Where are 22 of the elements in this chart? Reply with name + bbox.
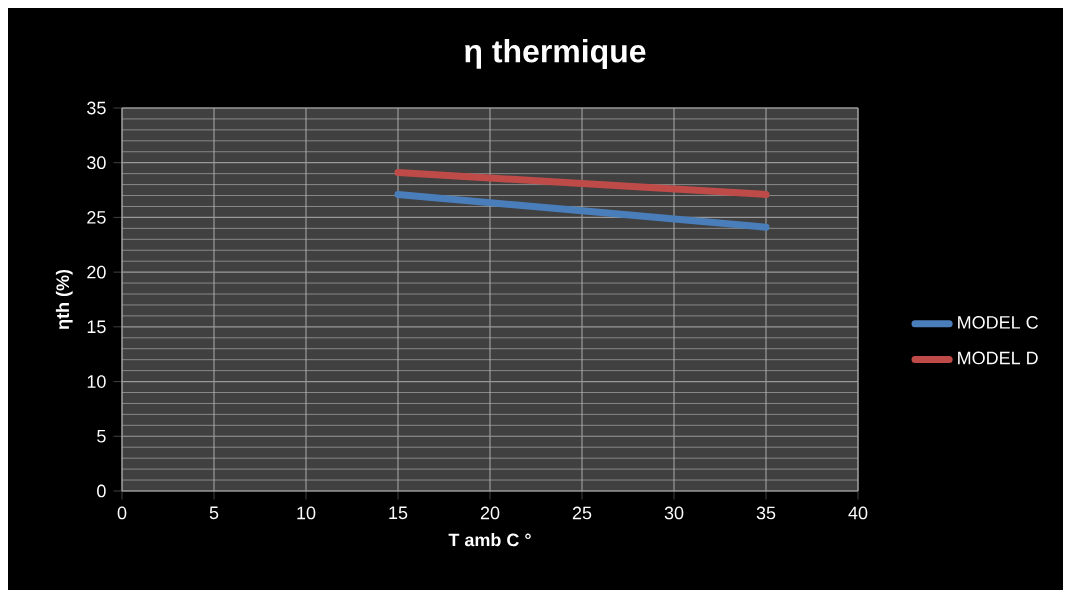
chart-title: η thermique	[465, 39, 646, 69]
x-tick-label: 5	[209, 506, 219, 520]
legend-label: MODEL C	[958, 316, 1038, 329]
x-tick-label: 20	[480, 506, 500, 520]
x-tick-label: 25	[572, 506, 592, 520]
y-tick-label: 20	[87, 265, 106, 279]
y-axis-title: ηth (%)	[55, 269, 73, 330]
x-tick-label: 10	[297, 506, 316, 520]
legend-label: MODEL D	[958, 351, 1038, 365]
x-tick-label: 0	[117, 506, 127, 520]
x-tick-label: 30	[664, 506, 684, 520]
y-tick-label: 35	[87, 101, 106, 115]
y-tick-label: 25	[87, 211, 106, 224]
x-tick-label: 40	[848, 506, 868, 520]
y-tick-label: 10	[87, 375, 106, 388]
y-tick-label: 30	[87, 156, 106, 170]
y-tick-label: 5	[97, 429, 106, 443]
x-tick-label: 35	[756, 506, 776, 520]
y-tick-label: 15	[87, 320, 106, 334]
x-tick-label: 15	[389, 506, 408, 520]
y-tick-label: 0	[97, 484, 106, 498]
x-axis-title: T amb C °	[448, 533, 531, 547]
